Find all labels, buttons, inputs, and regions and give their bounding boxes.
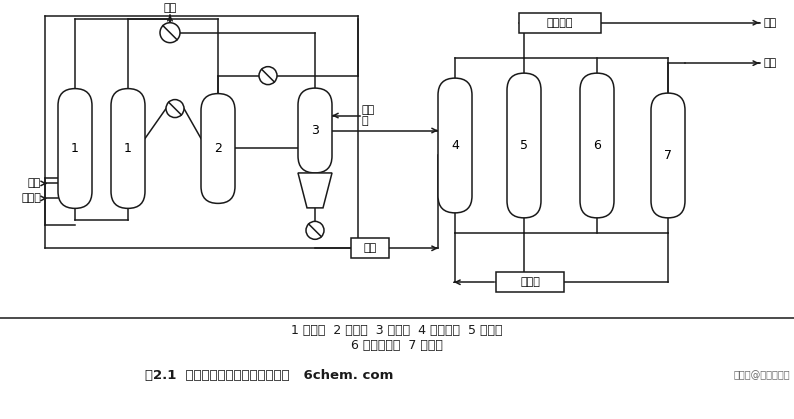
- FancyBboxPatch shape: [507, 73, 541, 218]
- FancyBboxPatch shape: [58, 88, 92, 208]
- Text: 催化
剂: 催化 剂: [362, 105, 376, 127]
- Circle shape: [160, 23, 180, 43]
- FancyBboxPatch shape: [201, 93, 235, 203]
- Circle shape: [166, 100, 184, 118]
- Text: 异丙苯: 异丙苯: [21, 194, 41, 203]
- Text: 1: 1: [124, 142, 132, 155]
- Text: 2: 2: [214, 142, 222, 155]
- FancyBboxPatch shape: [111, 88, 145, 208]
- Bar: [496, 272, 564, 292]
- Text: 6: 6: [593, 139, 601, 152]
- Text: 苯酚: 苯酚: [764, 58, 777, 68]
- Text: 图2.1  异丙苯法生产丙酮工艺流程图   6chem. com: 图2.1 异丙苯法生产丙酮工艺流程图 6chem. com: [145, 369, 393, 382]
- Text: 6 脱轻组分塔  7 精酚塔: 6 脱轻组分塔 7 精酚塔: [351, 339, 443, 352]
- Text: 3: 3: [311, 124, 319, 137]
- Text: 放空: 放空: [164, 3, 176, 13]
- Circle shape: [259, 67, 277, 85]
- Text: 丙酮: 丙酮: [764, 18, 777, 28]
- FancyBboxPatch shape: [298, 88, 332, 173]
- Text: 酚回收: 酚回收: [520, 277, 540, 287]
- Text: 1 反应器  2 提浓器  3 分解器  4 粗丙酮塔  5 脱酚塔: 1 反应器 2 提浓器 3 分解器 4 粗丙酮塔 5 脱酚塔: [291, 323, 503, 336]
- Text: 丙酮精制: 丙酮精制: [547, 18, 573, 28]
- Text: 5: 5: [520, 139, 528, 152]
- Text: 4: 4: [451, 139, 459, 152]
- Text: 中和: 中和: [364, 243, 376, 253]
- Polygon shape: [298, 173, 332, 208]
- Text: 搜狐号@六鑫投资网: 搜狐号@六鑫投资网: [734, 370, 790, 380]
- Bar: [351, 238, 389, 258]
- Text: 7: 7: [664, 149, 672, 162]
- FancyBboxPatch shape: [438, 78, 472, 213]
- Circle shape: [306, 221, 324, 239]
- FancyBboxPatch shape: [651, 93, 685, 218]
- FancyBboxPatch shape: [580, 73, 614, 218]
- Bar: [519, 13, 601, 33]
- Text: 空气: 空气: [28, 178, 41, 189]
- Text: 1: 1: [71, 142, 79, 155]
